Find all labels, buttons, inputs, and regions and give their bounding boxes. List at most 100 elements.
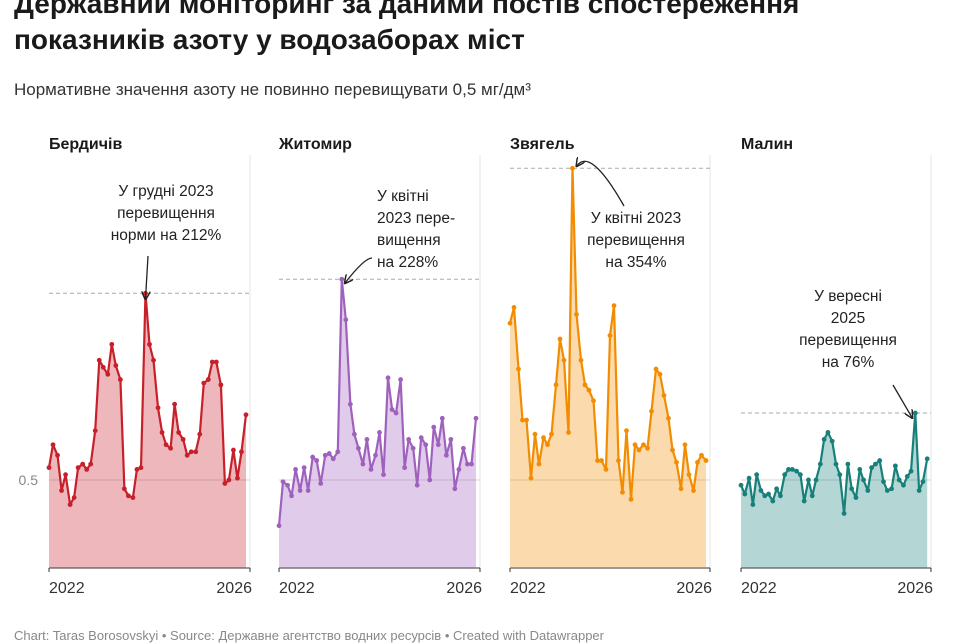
point (360, 461, 366, 467)
annotation-arrow (892, 384, 912, 418)
point (96, 357, 102, 363)
x-tick-label: 2022 (510, 580, 546, 597)
point (364, 437, 370, 442)
point (809, 493, 815, 499)
annotation: норми на 212% (111, 227, 222, 244)
point (410, 445, 416, 451)
point (624, 428, 629, 434)
point (561, 357, 567, 363)
point (121, 486, 127, 492)
point (901, 482, 906, 488)
point (71, 495, 77, 500)
point (758, 488, 764, 493)
point (778, 493, 783, 499)
point (912, 410, 918, 416)
point (125, 493, 131, 499)
point (620, 489, 625, 495)
point (381, 472, 386, 478)
point (889, 486, 894, 492)
annotation: 2023 пере- (377, 210, 455, 227)
point (105, 371, 111, 377)
point (193, 449, 199, 455)
point (285, 482, 290, 488)
annotation: У квітні 2023 (591, 210, 682, 227)
point (645, 445, 650, 451)
point (398, 377, 404, 382)
point (703, 458, 709, 463)
annotation: перевищення (799, 332, 897, 349)
point (393, 410, 399, 416)
point (75, 465, 81, 471)
panel-title: Бердичів (49, 136, 123, 153)
point (574, 312, 579, 317)
point (461, 445, 466, 451)
point (920, 479, 926, 485)
point (762, 493, 768, 499)
point (100, 364, 106, 370)
point (586, 387, 592, 393)
point (289, 493, 294, 499)
area (49, 293, 246, 568)
point (857, 466, 863, 472)
line (277, 278, 478, 526)
point (746, 475, 752, 481)
point (147, 341, 152, 347)
point (335, 449, 341, 455)
point (849, 486, 855, 492)
point (469, 461, 474, 467)
point (59, 488, 64, 493)
x-tick-label: 2022 (49, 580, 85, 597)
point (427, 477, 433, 483)
point (226, 477, 232, 483)
point (695, 459, 700, 465)
point (176, 430, 182, 435)
point (549, 431, 554, 437)
point (632, 442, 638, 448)
point (235, 475, 240, 481)
point (653, 366, 659, 372)
area (279, 279, 476, 568)
point (168, 445, 174, 451)
point (188, 449, 194, 455)
point (507, 320, 513, 326)
annotation: на 228% (377, 254, 438, 271)
point (595, 458, 600, 463)
y-tick-label: 0.5 (19, 472, 39, 488)
point (435, 442, 441, 448)
point (794, 468, 799, 474)
point (821, 437, 827, 442)
point (853, 495, 859, 500)
point (163, 442, 169, 448)
point (50, 442, 56, 448)
point (806, 477, 811, 483)
point (570, 165, 575, 171)
point (406, 437, 412, 442)
point (151, 357, 156, 363)
point (699, 452, 704, 458)
point (276, 523, 282, 529)
point (599, 458, 604, 463)
point (786, 466, 791, 472)
point (817, 461, 823, 467)
point (825, 430, 831, 435)
point (869, 465, 875, 471)
point (682, 442, 688, 448)
point (801, 498, 807, 504)
point (865, 488, 871, 493)
point (553, 382, 559, 388)
point (326, 451, 332, 456)
point (686, 472, 692, 478)
point (520, 417, 525, 423)
point (297, 488, 303, 493)
point (582, 382, 588, 388)
subtitle: Нормативне значення азоту не повинно пер… (14, 80, 531, 99)
point (280, 479, 286, 485)
point (892, 463, 898, 469)
point (607, 333, 613, 338)
point (373, 452, 378, 458)
point (603, 466, 609, 472)
point (431, 424, 437, 430)
point (829, 438, 835, 444)
point (180, 437, 186, 442)
